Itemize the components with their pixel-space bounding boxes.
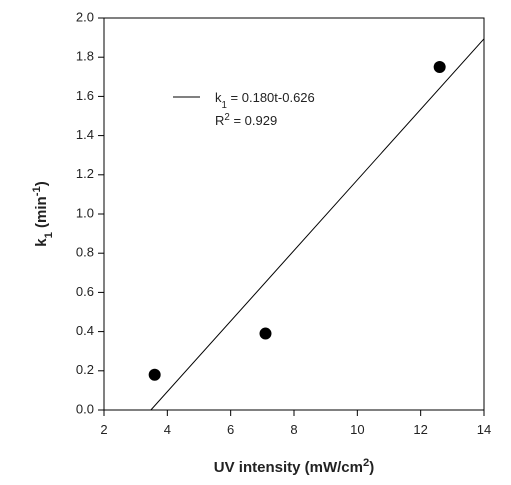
annotation-part: 2 — [224, 112, 229, 123]
plot-frame — [103, 17, 485, 411]
legend-label-part: 1 — [222, 100, 227, 111]
y-tick-label: 1.2 — [76, 166, 94, 181]
y-tick-label: 0.8 — [76, 245, 94, 260]
legend-label: k1 = 0.180t-0.626 — [215, 90, 315, 111]
y-axis-label-part: ) — [33, 181, 50, 186]
y-tick-label: 2.0 — [76, 9, 94, 24]
legend-label-part: k — [215, 90, 222, 105]
annotation: R2 = 0.929 — [215, 112, 277, 129]
annotation-part: R — [215, 113, 224, 128]
annotation-part: = 0.929 — [230, 113, 277, 128]
x-axis-label-part: UV intensity (mW/cm — [214, 459, 363, 476]
fit-line — [150, 38, 485, 411]
y-axis-label: k1 (min-1) — [31, 181, 55, 246]
y-tick-label: 1.0 — [76, 205, 94, 220]
x-axis-label-part: 2 — [363, 457, 369, 469]
x-axis-label: UV intensity (mW/cm2) — [214, 457, 374, 476]
y-axis-label-part: k — [33, 238, 50, 247]
y-axis-label-part: 1 — [43, 232, 55, 238]
x-tick-label: 10 — [350, 422, 364, 437]
y-tick-label: 1.6 — [76, 88, 94, 103]
x-tick-label: 4 — [164, 422, 171, 437]
data-point — [259, 327, 272, 340]
y-tick-label: 0.0 — [76, 401, 94, 416]
x-tick-label: 2 — [100, 422, 107, 437]
x-tick-label: 8 — [290, 422, 297, 437]
y-tick-label: 1.8 — [76, 49, 94, 64]
x-tick-label: 12 — [413, 422, 427, 437]
data-point — [433, 61, 446, 73]
y-tick-label: 0.6 — [76, 284, 94, 299]
y-tick-label: 0.4 — [76, 323, 94, 338]
y-tick-label: 0.2 — [76, 362, 94, 377]
x-axis-label-part: ) — [369, 459, 374, 476]
legend-label-part: = 0.180t-0.626 — [227, 90, 315, 105]
y-tick-label: 1.4 — [76, 127, 94, 142]
y-axis-label-part: (min — [33, 196, 50, 232]
y-axis-label-part: -1 — [31, 186, 43, 196]
data-point — [148, 368, 161, 381]
x-tick-label: 6 — [227, 422, 234, 437]
x-tick-label: 14 — [477, 422, 491, 437]
